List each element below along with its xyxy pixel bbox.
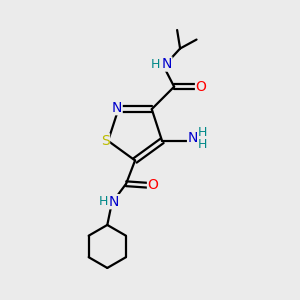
Text: S: S bbox=[101, 134, 110, 148]
Text: N: N bbox=[161, 57, 172, 71]
Text: N: N bbox=[109, 195, 119, 209]
Text: N: N bbox=[188, 131, 198, 145]
Text: H: H bbox=[198, 126, 207, 139]
Text: H: H bbox=[99, 195, 108, 208]
Text: H: H bbox=[151, 58, 160, 70]
Text: O: O bbox=[148, 178, 158, 192]
Text: H: H bbox=[198, 138, 207, 151]
Text: N: N bbox=[112, 100, 122, 115]
Text: O: O bbox=[196, 80, 206, 94]
